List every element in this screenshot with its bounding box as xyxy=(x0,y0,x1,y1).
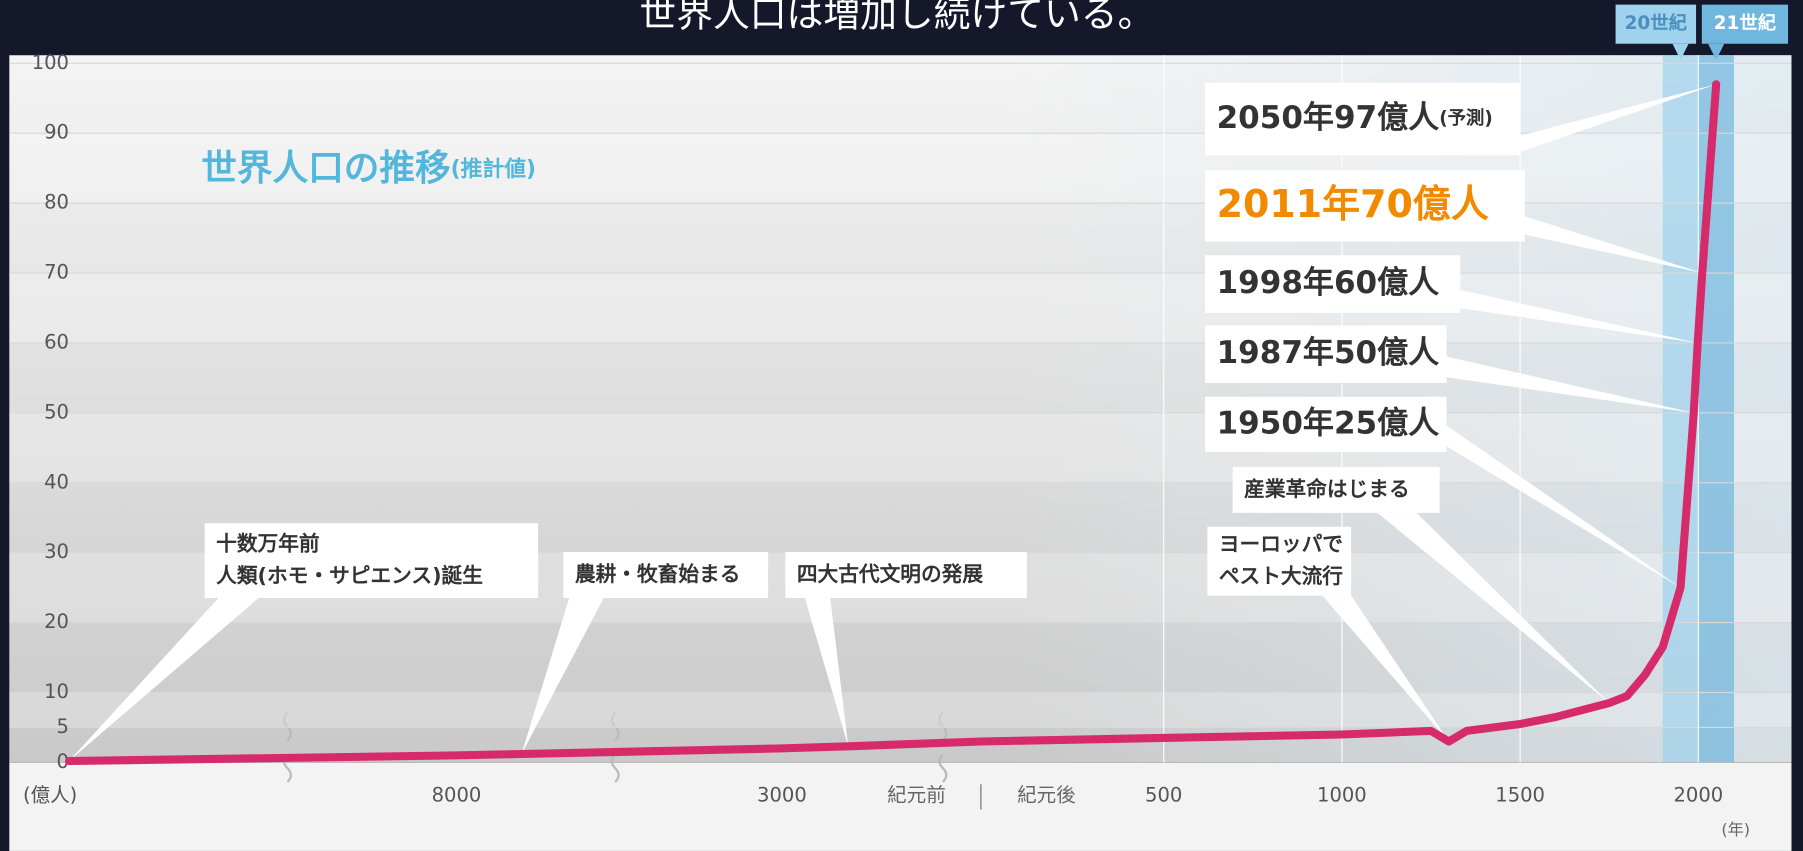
callout-text: 2050年97億人(予測) xyxy=(1217,100,1493,136)
callout-text: ペスト大流行 xyxy=(1219,564,1343,588)
grid-band xyxy=(9,692,1792,728)
y-tick-label: 20 xyxy=(44,610,69,633)
callout-box xyxy=(1207,526,1352,596)
callout-line: 1987年50億人 xyxy=(1217,335,1440,371)
x-tick-label: 3000 xyxy=(757,783,807,806)
callout-box xyxy=(1205,325,1447,383)
callout-line: 2050年97億人 xyxy=(1217,100,1440,136)
callout-line: 十数万年前 xyxy=(216,532,319,556)
x-tick-label: 8000 xyxy=(432,783,482,806)
callout-line: 人類(ホモ・サピエンス)誕生 xyxy=(216,564,483,588)
chart-title: 世界人口は増加し続けている。 xyxy=(639,0,1154,36)
callout-text: 四大古代文明の発展 xyxy=(797,562,984,586)
callout-box xyxy=(563,551,769,598)
y-axis-label: (億人) xyxy=(23,783,77,806)
callout-text: 2011年70億人 xyxy=(1217,181,1489,225)
y-tick-label: 0 xyxy=(57,750,69,773)
callout-text: 十数万年前 xyxy=(216,532,319,556)
axis-background xyxy=(9,762,1792,851)
x-axis-label: (年) xyxy=(1721,820,1750,839)
y-tick-label: 5 xyxy=(57,715,69,738)
y-tick-label: 100 xyxy=(32,51,69,74)
x-tick-label: 1000 xyxy=(1317,783,1367,806)
x-tick-label: 500 xyxy=(1145,783,1182,806)
callout-box xyxy=(1232,466,1440,513)
subtitle-note: (推計値) xyxy=(451,156,536,182)
century-arrow xyxy=(1708,43,1725,60)
frame xyxy=(0,0,10,851)
callout-text: ヨーロッパで xyxy=(1219,532,1343,556)
callout-box xyxy=(785,551,1027,598)
callout-text: 人類(ホモ・サピエンス)誕生 xyxy=(216,564,483,588)
callout-box xyxy=(1205,82,1521,156)
century-label-box xyxy=(1701,4,1789,44)
callout-pointer xyxy=(1377,512,1610,703)
callout-text: 1998年60億人 xyxy=(1217,265,1440,301)
y-tick-label: 90 xyxy=(44,121,69,144)
grid-band xyxy=(9,412,1792,483)
callout-pointer xyxy=(1446,356,1694,413)
frame xyxy=(1791,0,1803,851)
y-tick-label: 40 xyxy=(44,470,69,493)
y-tick-label: 70 xyxy=(44,261,69,284)
callout-line: 1998年60億人 xyxy=(1217,265,1440,301)
callout-box xyxy=(1205,396,1447,452)
century-label-box xyxy=(1615,4,1697,44)
callout-line: ヨーロッパで xyxy=(1219,532,1343,556)
y-tick-label: 60 xyxy=(44,330,69,353)
callout-line: 四大古代文明の発展 xyxy=(797,562,984,586)
axis-breaks xyxy=(282,712,948,783)
callout-box xyxy=(204,523,539,598)
x-tick-label: 2000 xyxy=(1674,783,1724,806)
subtitle: 世界人口の推移(推計値) xyxy=(201,148,536,189)
callout-text: 産業革命はじまる xyxy=(1244,477,1410,501)
century-arrow xyxy=(1672,43,1689,60)
callout-line: 農耕・牧畜始まる xyxy=(575,562,741,586)
callout-line: ペスト大流行 xyxy=(1219,564,1343,588)
subtitle-main: 世界人口の推移 xyxy=(201,148,450,189)
century-band xyxy=(1698,55,1735,763)
callout-line: 産業革命はじまる xyxy=(1244,477,1410,501)
callout-note: (予測) xyxy=(1439,107,1493,129)
century-label: 21世紀 xyxy=(1714,12,1777,34)
y-tick-label: 10 xyxy=(44,680,69,703)
y-tick-label: 30 xyxy=(44,540,69,563)
callout-pointer xyxy=(1460,289,1698,343)
callout-text: 農耕・牧畜始まる xyxy=(575,562,741,586)
population-line xyxy=(64,80,1721,766)
callout-pointer xyxy=(1446,425,1681,588)
callout-line: 2011年70億人 xyxy=(1217,181,1489,225)
callout-box xyxy=(1205,255,1461,313)
callout-text: 1950年25億人 xyxy=(1217,405,1440,441)
century-label: 20世紀 xyxy=(1625,12,1688,34)
y-tick-label: 50 xyxy=(44,400,69,423)
callout-line: 1950年25億人 xyxy=(1217,405,1440,441)
era-label: 紀元後 xyxy=(1017,783,1076,806)
x-tick-label: 1500 xyxy=(1495,783,1545,806)
callout-box xyxy=(1205,170,1525,242)
y-tick-label: 80 xyxy=(44,191,69,214)
callout-pointer xyxy=(521,597,604,755)
era-label: 紀元前 xyxy=(887,783,946,806)
callout-text: 1987年50億人 xyxy=(1217,335,1440,371)
